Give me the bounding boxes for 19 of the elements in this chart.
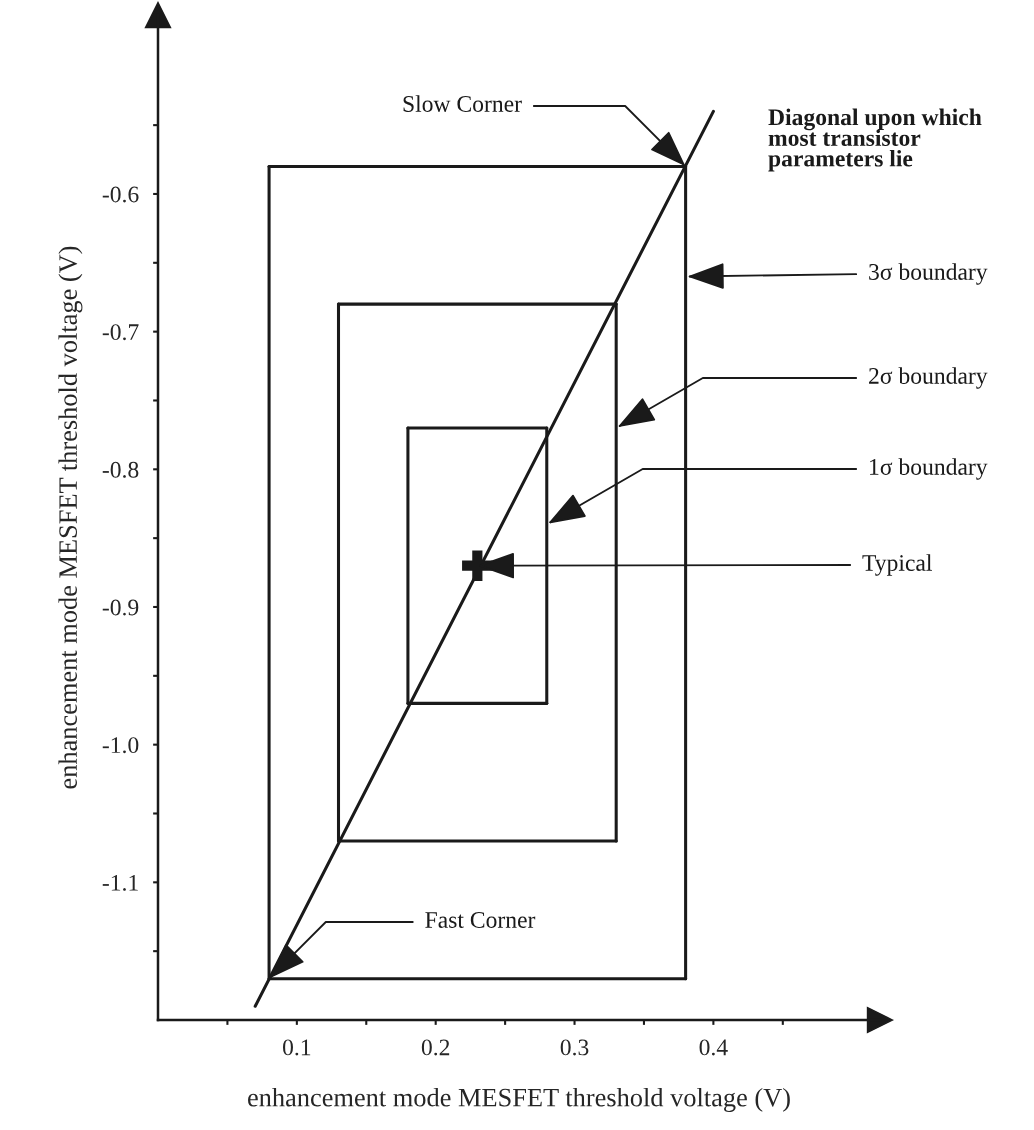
x-tick-label: 0.1 — [282, 1039, 311, 1056]
y-tick-label: -0.8 — [102, 461, 139, 478]
x-axis-title: enhancement mode MESFET threshold voltage (V) — [248, 1087, 790, 1112]
annotation: Fast Corner — [425, 912, 536, 928]
annotation: 2σ boundary — [869, 367, 988, 389]
y-axis-title: enhancement mode MESFET threshold voltage (V) — [58, 246, 83, 789]
y-tick-label: -0.6 — [102, 186, 139, 203]
annotation: Diagonal upon which most transistor parameters lie — [768, 108, 982, 172]
x-tick-label: 0.3 — [560, 1039, 589, 1056]
y-tick-label: -0.7 — [102, 324, 139, 341]
annotation: Typical — [862, 554, 932, 576]
annotation: Slow Corner — [403, 95, 522, 112]
y-tick-label: -1.0 — [102, 737, 139, 754]
y-tick-label: -0.9 — [102, 599, 139, 616]
y-tick-label: -1.1 — [102, 874, 138, 891]
annotation: 1σ boundary — [870, 458, 988, 480]
x-tick-label: 0.4 — [699, 1039, 728, 1056]
annotation: 3σ boundary — [869, 263, 988, 285]
x-tick-label: 0.2 — [421, 1039, 450, 1056]
